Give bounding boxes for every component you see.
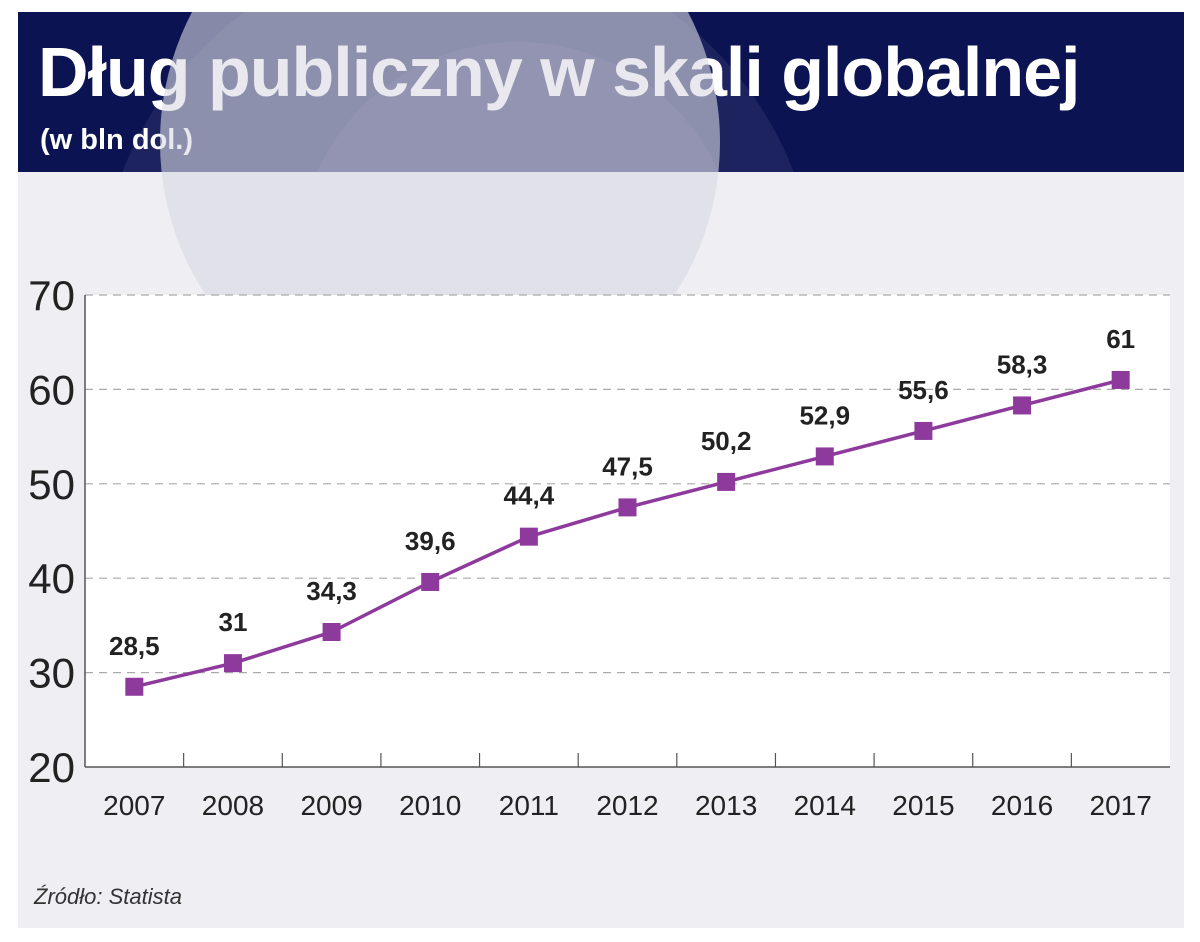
data-point-marker: [125, 677, 144, 696]
x-tick-label: 2012: [596, 790, 658, 821]
x-tick-label: 2009: [300, 790, 362, 821]
source-note: Źródło: Statista: [34, 884, 182, 909]
data-label: 31: [218, 607, 247, 637]
x-tick-label: 2013: [695, 790, 757, 821]
plot-area: [85, 295, 1170, 767]
data-label: 55,6: [898, 375, 949, 405]
y-tick-label: 70: [28, 272, 75, 319]
data-label: 28,5: [109, 631, 160, 661]
x-tick-label: 2015: [892, 790, 954, 821]
data-label: 61: [1106, 324, 1135, 354]
x-tick-label: 2014: [794, 790, 856, 821]
line-chart: 20 30 40 50 60 70 2007 2008 2009 2010 2011 2012 2013…: [28, 12, 1170, 821]
data-point-marker: [815, 447, 834, 466]
data-point-marker: [519, 527, 538, 546]
data-label: 47,5: [602, 451, 653, 481]
chart-panel: Dług publiczny w skali globalnej (w bln …: [18, 12, 1184, 928]
data-label: 58,3: [997, 349, 1048, 379]
x-tick-label: 2010: [399, 790, 461, 821]
y-tick-label: 40: [28, 555, 75, 602]
data-point-marker: [717, 472, 736, 491]
y-tick-label: 60: [28, 366, 75, 413]
data-point-marker: [1111, 370, 1130, 389]
data-label: 52,9: [799, 400, 850, 430]
y-tick-label: 20: [28, 744, 75, 791]
y-tick-label: 30: [28, 650, 75, 697]
data-point-marker: [322, 623, 341, 642]
x-tick-label: 2017: [1090, 790, 1152, 821]
data-point-marker: [914, 421, 933, 440]
data-point-marker: [223, 654, 242, 673]
data-point-marker: [421, 572, 440, 591]
x-tick-label: 2008: [202, 790, 264, 821]
data-point-marker: [618, 498, 637, 517]
y-tick-label: 50: [28, 461, 75, 508]
data-label: 44,4: [504, 481, 555, 511]
x-tick-label: 2016: [991, 790, 1053, 821]
data-label: 50,2: [701, 426, 752, 456]
data-label: 34,3: [306, 576, 357, 606]
x-tick-label: 2011: [499, 790, 559, 821]
data-point-marker: [1013, 396, 1032, 415]
data-label: 39,6: [405, 526, 456, 556]
x-tick-label: 2007: [103, 790, 165, 821]
